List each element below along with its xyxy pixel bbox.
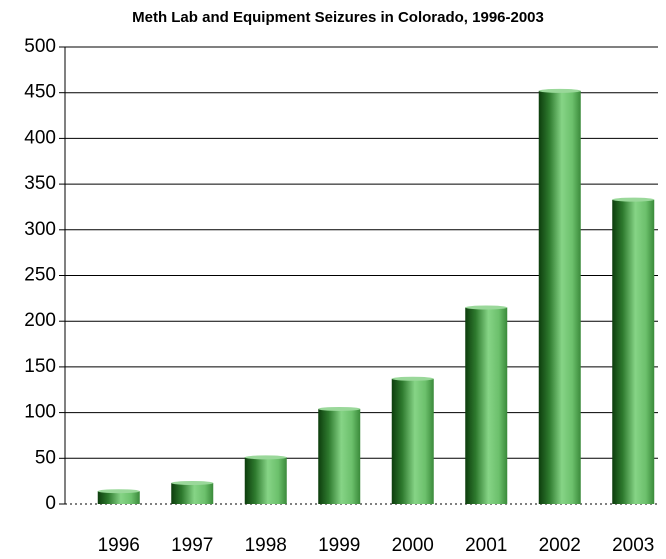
bar-cap: [318, 406, 361, 411]
y-tick-label: 450: [24, 82, 56, 103]
bar: [318, 408, 361, 504]
bar-cap: [391, 376, 434, 381]
y-tick-label: 200: [24, 310, 56, 331]
bar: [244, 457, 287, 504]
bar: [465, 307, 508, 504]
y-tick-label: 150: [24, 356, 56, 377]
y-tick-label: 400: [24, 127, 56, 148]
y-tick-label: 350: [24, 173, 56, 194]
bar: [171, 482, 214, 504]
y-tick-label: 100: [24, 402, 56, 423]
x-tick-label: 2001: [465, 535, 507, 556]
bar-cap: [612, 197, 655, 202]
x-tick-label: 1998: [245, 535, 287, 556]
x-tick-label: 1999: [318, 535, 360, 556]
bar-cap: [244, 455, 287, 460]
bar: [97, 491, 140, 504]
bar: [538, 90, 581, 504]
chart-title: Meth Lab and Equipment Seizures in Color…: [132, 9, 544, 26]
x-tick-label: 2002: [539, 535, 581, 556]
x-tick-label: 1997: [171, 535, 213, 556]
x-tick-label: 2000: [392, 535, 434, 556]
x-tick-label: 2003: [612, 535, 654, 556]
y-tick-label: 300: [24, 219, 56, 240]
bar: [391, 378, 434, 504]
bar-cap: [465, 305, 508, 310]
y-tick-label: 0: [45, 493, 56, 514]
bar: [612, 199, 655, 504]
bar-cap: [171, 480, 214, 485]
bar-cap: [97, 489, 140, 494]
x-tick-label: 1996: [98, 535, 140, 556]
y-tick-label: 500: [24, 36, 56, 57]
bar-cap: [538, 88, 581, 93]
y-tick-label: 250: [24, 265, 56, 286]
y-tick-label: 50: [35, 447, 56, 468]
